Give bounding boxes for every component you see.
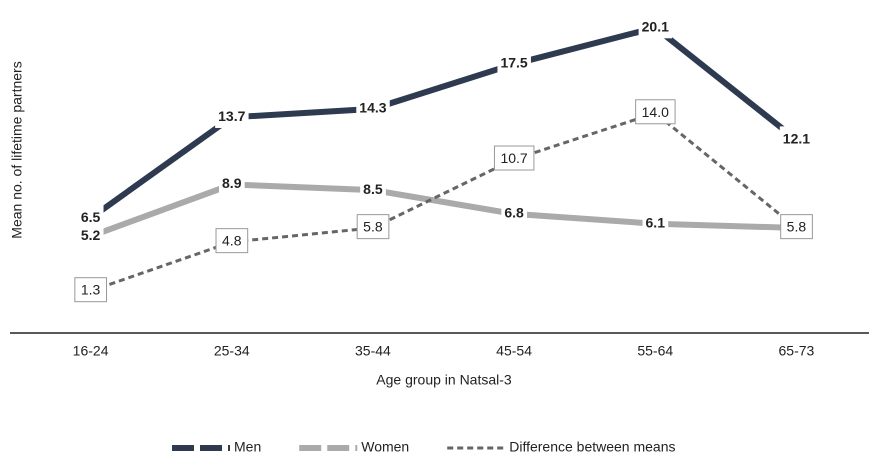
x-tick-label: 65-73: [779, 343, 815, 359]
series-line: [88, 24, 799, 221]
data-label: 6.1: [646, 214, 666, 230]
data-label: 5.2: [81, 227, 101, 243]
label-bg: [779, 126, 814, 151]
data-label: 5.8: [363, 219, 383, 235]
legend-label: Men: [234, 439, 261, 455]
x-tick-label: 25-34: [214, 343, 250, 359]
series-layer: [88, 24, 799, 293]
data-label: 10.7: [500, 150, 527, 166]
data-label: 5.8: [787, 219, 807, 235]
label-bg: [215, 103, 249, 128]
data-label: 8.5: [363, 181, 383, 197]
label-box: [215, 228, 249, 254]
data-label: 6.5: [81, 209, 101, 225]
data-label: 6.8: [504, 205, 524, 221]
x-tick-label: 55-64: [637, 343, 673, 359]
label-box: [356, 214, 390, 240]
label-bg: [501, 200, 528, 225]
legend: Men Women Difference between means: [172, 439, 676, 455]
label-box: [74, 277, 108, 303]
label-box: [780, 214, 813, 240]
label-box: [493, 145, 535, 171]
data-label: 20.1: [642, 18, 669, 34]
series-line: [89, 181, 797, 240]
data-label: 1.3: [81, 282, 101, 298]
label-bg: [356, 95, 390, 120]
data-label: 13.7: [218, 108, 245, 124]
data-label: 4.8: [222, 233, 242, 249]
label-bg: [77, 223, 104, 248]
legend-label: Difference between means: [509, 439, 675, 455]
x-tick-label: 45-54: [496, 343, 532, 359]
x-axis-title: Age group in Natsal-3: [376, 372, 512, 388]
data-label: 14.0: [642, 104, 669, 120]
data-label: 8.9: [222, 175, 242, 191]
x-tick-label: 16-24: [73, 343, 109, 359]
legend-label: Women: [361, 439, 409, 455]
series-line: [90, 111, 798, 293]
label-bg: [642, 210, 669, 235]
y-axis-title: Mean no. of lifetime partners: [9, 61, 25, 238]
x-tick-label: 35-44: [355, 343, 391, 359]
label-bg: [219, 171, 245, 196]
label-layer: 6.5 13.7 14.3 17.5 20.1 12.1 5.2 8.9 8.5 6.8 6.1 5.…: [74, 14, 814, 303]
data-label: 14.3: [359, 100, 386, 116]
label-box: [635, 99, 676, 125]
label-bg: [497, 50, 531, 75]
data-label: 12.1: [783, 130, 810, 146]
data-label: 17.5: [500, 55, 527, 71]
label-bg: [638, 14, 673, 39]
label-bg: [360, 176, 386, 201]
